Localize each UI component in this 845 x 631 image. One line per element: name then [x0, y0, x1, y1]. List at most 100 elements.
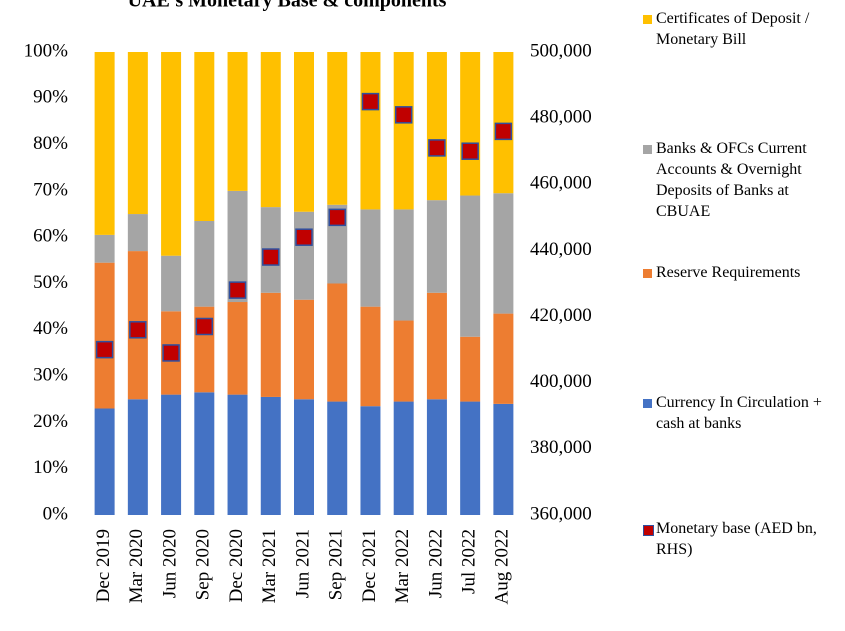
x-tick-label: Mar 2021: [259, 529, 280, 603]
bar-segment: [260, 292, 281, 397]
y-tick-label: 50%: [33, 272, 68, 293]
y-tick-label: 40%: [33, 318, 68, 339]
bar-segment: [227, 302, 248, 395]
x-tick-label: Dec 2020: [226, 529, 247, 602]
x-tick-label: Dec 2019: [93, 529, 114, 602]
bar-segment: [460, 195, 481, 337]
y-tick-label: 60%: [33, 226, 68, 247]
bar-segment: [360, 406, 381, 515]
bar-segment: [94, 234, 115, 263]
x-tick-label: Jun 2021: [292, 529, 313, 598]
bar-segment: [360, 52, 381, 210]
y-tick-label: 10%: [33, 457, 68, 478]
y2-tick-label: 480,000: [530, 107, 592, 128]
bar-segment: [294, 211, 314, 300]
y-tick-label: 90%: [33, 87, 68, 108]
y2-tick-label: 400,000: [530, 371, 592, 392]
bar-segment: [94, 408, 115, 515]
legend-swatch: [643, 525, 654, 536]
bar-segment: [393, 320, 414, 402]
y2-tick-label: 380,000: [530, 437, 592, 458]
marker: [129, 321, 147, 339]
bar-segment: [426, 52, 447, 201]
bar-segment: [393, 401, 414, 515]
legend-label: Monetary base (AED bn, RHS): [656, 520, 817, 558]
bar-segment: [327, 52, 348, 205]
x-tick-label: Mar 2022: [392, 529, 413, 603]
marker: [428, 139, 446, 157]
legend-label: Certificates of Deposit / Monetary Bill: [656, 10, 810, 48]
marker: [95, 340, 114, 359]
bar-segment: [493, 313, 514, 404]
legend-swatch: [643, 399, 652, 408]
legend-swatch: [643, 145, 652, 154]
legend-label: Reserve Requirements: [656, 264, 801, 281]
marker: [394, 106, 413, 124]
bar-segment: [194, 392, 215, 515]
y2-tick-label: 420,000: [530, 305, 592, 326]
y-tick-label: 0%: [43, 503, 69, 524]
y2-tick-label: 360,000: [530, 503, 592, 524]
marker: [328, 208, 346, 227]
bar-segment: [393, 209, 414, 321]
bar-segment: [260, 396, 281, 515]
y-tick-label: 100%: [24, 40, 69, 61]
bar-segment: [260, 52, 281, 208]
bar-segment: [327, 283, 348, 402]
x-tick-label: Jun 2022: [425, 529, 446, 598]
bar-segment: [493, 193, 514, 314]
bar-segment: [426, 200, 447, 293]
bar-segment: [460, 336, 481, 402]
bar-segment: [360, 209, 381, 307]
y-tick-label: 30%: [33, 364, 68, 385]
marker: [361, 92, 380, 111]
marker: [461, 142, 479, 160]
bar-segment: [161, 52, 182, 256]
y2-tick-label: 460,000: [530, 173, 592, 194]
bar-segment: [94, 52, 115, 235]
bar-segment: [460, 401, 481, 515]
x-tick-label: Aug 2022: [492, 529, 513, 604]
x-tick-label: Jul 2022: [459, 529, 480, 594]
bar-segment: [194, 52, 215, 221]
y-tick-label: 20%: [33, 411, 68, 432]
marker: [262, 248, 280, 266]
y2-tick-label: 500,000: [530, 40, 592, 61]
bar-segment: [94, 262, 115, 409]
marker: [494, 122, 513, 141]
y2-tick-label: 440,000: [530, 239, 592, 260]
bar-segment: [493, 52, 514, 194]
x-tick-label: Jun 2020: [159, 529, 180, 598]
x-tick-label: Sep 2020: [193, 529, 214, 600]
marker: [162, 344, 180, 362]
legend-swatch: [643, 15, 652, 24]
legend-label: Banks & OFCs Current Accounts & Overnigh…: [656, 140, 807, 220]
bar-segment: [161, 394, 182, 515]
x-tick-label: Mar 2020: [126, 529, 147, 603]
bar-segment: [426, 399, 447, 515]
bar-segment: [294, 399, 314, 515]
bar-segment: [227, 190, 248, 303]
bar-segment: [294, 52, 314, 212]
bar-segment: [227, 52, 248, 191]
legend-swatch: [643, 269, 652, 278]
y-tick-label: 80%: [33, 133, 68, 154]
x-tick-label: Dec 2021: [359, 529, 380, 602]
bar-segment: [393, 52, 414, 210]
bar-segment: [493, 403, 514, 515]
bar-segment: [426, 292, 447, 400]
chart-title: UAE's Monetary Base & components: [128, 0, 447, 12]
y-tick-label: 70%: [33, 179, 68, 200]
marker: [228, 281, 247, 299]
bar-segment: [161, 255, 182, 312]
bar-segment: [194, 220, 215, 307]
bar-segment: [360, 306, 381, 407]
legend-label: Currency In Circulation + cash at banks: [656, 394, 822, 432]
bar-segment: [227, 394, 248, 515]
bar-segment: [327, 401, 348, 515]
marker: [195, 317, 214, 336]
marker: [295, 228, 313, 246]
x-tick-label: Sep 2021: [326, 529, 347, 600]
